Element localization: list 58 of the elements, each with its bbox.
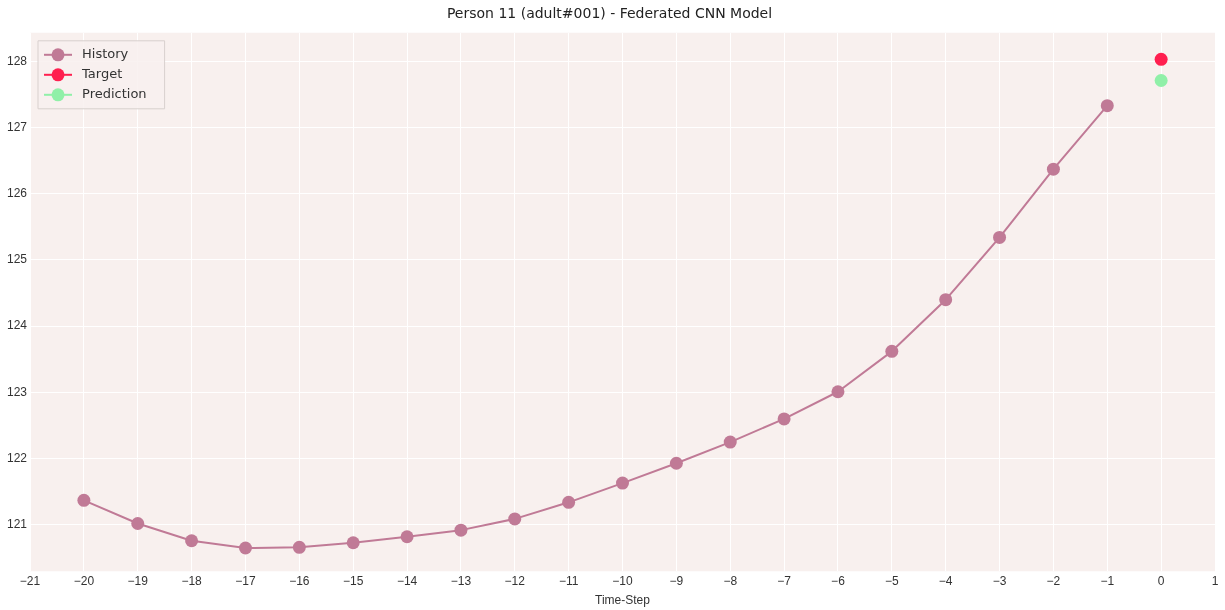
point [616,476,630,490]
x-axis-title: Time-Step [595,593,651,608]
x-tick-label: −16 [289,573,310,588]
x-tick-label: −8 [723,573,738,588]
point [1154,52,1168,66]
point [292,540,306,554]
x-tick-label: −15 [343,573,364,588]
point [77,493,91,507]
point [1100,99,1114,113]
x-tick-label: −20 [73,573,95,588]
x-tick-label: −19 [127,573,149,588]
legend-label: Target [81,66,123,82]
point [723,435,737,449]
point [454,523,468,537]
y-tick-label: 122 [6,450,28,465]
x-tick-label: −11 [558,573,579,588]
x-tick-label: −14 [396,573,418,588]
x-tick-label: −2 [1046,573,1061,588]
point [400,530,414,544]
point [238,541,252,555]
point [993,230,1007,244]
point [346,536,360,550]
y-tick-label: 128 [6,53,28,68]
chart-title: Person 11 (adult#001) - Federated CNN Model [446,5,773,22]
point [885,344,899,358]
x-tick-label: −6 [831,573,846,588]
x-tick-label: −9 [669,573,684,588]
x-tick-label: −13 [450,573,472,588]
x-tick-label: −18 [181,573,203,588]
point [1154,73,1168,87]
y-tick-label: 124 [6,318,28,333]
x-tick-label: −21 [19,573,41,588]
point [831,385,845,399]
x-tick-label: −17 [235,573,256,588]
point [185,534,199,548]
y-tick-label: 126 [6,186,28,201]
x-tick-label: −1 [1100,573,1115,588]
x-tick-label: −5 [884,573,899,588]
x-tick-label: −12 [504,573,526,588]
point [562,495,576,509]
x-tick-label: 1 [1211,573,1219,588]
x-tick-label: −7 [777,573,792,588]
point [777,412,791,426]
x-tick-label: −10 [612,573,634,588]
y-tick-label: 125 [6,252,28,267]
point [669,456,683,470]
x-tick-label: 0 [1157,573,1165,588]
y-tick-label: 123 [6,384,28,399]
legend-label: History [82,46,129,62]
point [508,512,522,526]
point [939,293,953,307]
point [131,517,145,531]
point [1046,162,1060,176]
legend-label: Prediction [82,86,147,102]
y-tick-label: 121 [6,517,28,532]
x-tick-label: −4 [938,573,953,588]
y-tick-label: 127 [6,119,28,134]
x-tick-label: −3 [992,573,1007,588]
